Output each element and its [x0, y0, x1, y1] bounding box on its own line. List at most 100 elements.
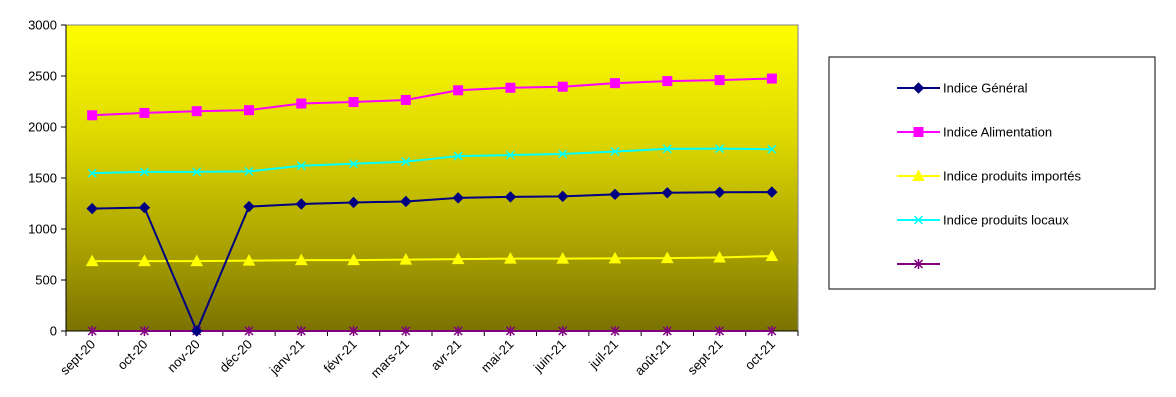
data-point	[453, 85, 464, 96]
legend-label: Indice Alimentation	[943, 125, 1052, 140]
data-point	[767, 326, 777, 336]
data-point	[139, 167, 149, 177]
legend-label: Indice Général	[943, 81, 1028, 96]
data-point	[349, 326, 359, 336]
legend: Indice Général Indice Alimentation Indice …	[828, 56, 1156, 290]
legend-marker	[913, 259, 924, 269]
series-4	[87, 326, 777, 336]
data-point	[610, 146, 620, 157]
data-point	[662, 144, 672, 154]
data-point	[348, 97, 359, 108]
x-tick-label: déc-20	[216, 337, 255, 376]
data-point	[87, 326, 97, 336]
y-tick-label: 0	[50, 324, 57, 339]
data-point	[401, 157, 411, 167]
data-point	[243, 200, 255, 213]
y-tick-label: 1500	[28, 171, 57, 186]
x-tick-label: mars-21	[368, 337, 412, 381]
legend-box	[828, 56, 1156, 290]
x-tick-label: août-21	[632, 337, 674, 379]
data-point	[662, 76, 673, 87]
data-point	[244, 105, 254, 116]
data-point	[139, 107, 150, 118]
x-tick-label: oct-21	[742, 337, 778, 373]
data-point	[87, 110, 98, 121]
x-tick-label: mai-21	[478, 337, 517, 376]
data-point	[505, 326, 515, 336]
x-tick-label: juil-21	[585, 337, 621, 373]
data-point	[713, 186, 726, 198]
data-point	[401, 326, 411, 336]
series-layer	[85, 73, 779, 337]
legend-item: Indice produits importés	[897, 169, 1082, 184]
data-point	[558, 326, 568, 336]
data-point	[244, 166, 254, 176]
y-tick-label: 2500	[28, 69, 57, 84]
x-tick-label: avr-21	[428, 337, 465, 374]
data-point	[453, 151, 463, 161]
data-point	[713, 251, 726, 263]
series-1	[87, 73, 777, 121]
data-point	[138, 201, 151, 214]
data-point	[505, 82, 516, 93]
data-point	[504, 191, 517, 203]
data-point	[138, 254, 151, 267]
y-axis: 0 500 1000 1500 2000 2500 3000	[28, 18, 67, 339]
data-point	[504, 252, 517, 264]
x-tick-label: janv-21	[266, 337, 307, 378]
data-point	[242, 254, 256, 266]
y-tick-label: 500	[35, 273, 57, 288]
data-point	[660, 251, 674, 264]
data-point	[715, 144, 725, 154]
data-point	[139, 326, 149, 336]
series-3	[87, 144, 777, 178]
data-point	[661, 187, 673, 199]
x-tick-label: sept-21	[684, 337, 725, 378]
data-point	[347, 253, 360, 266]
x-tick-label: nov-20	[164, 337, 203, 376]
legend-item: Indice produits locaux	[897, 213, 1069, 228]
legend-marker	[912, 169, 925, 181]
series-0	[86, 186, 778, 337]
y-tick-label: 3000	[28, 18, 57, 33]
legend-marker	[913, 127, 924, 137]
data-point	[608, 251, 622, 264]
data-point	[451, 252, 465, 265]
legend-item	[897, 259, 940, 269]
data-point	[452, 192, 464, 204]
data-point	[556, 252, 570, 264]
series-line	[92, 255, 772, 263]
data-point	[191, 325, 203, 337]
data-point	[349, 159, 359, 169]
x-tick-label: juin-21	[530, 337, 569, 376]
data-point	[453, 326, 463, 336]
data-point	[295, 198, 307, 210]
data-point	[609, 188, 621, 201]
legend-label: Indice produits importés	[943, 169, 1082, 184]
data-point	[87, 168, 97, 178]
data-point	[347, 196, 360, 209]
data-point	[766, 73, 777, 84]
data-point	[192, 167, 202, 177]
series-2	[85, 249, 779, 267]
data-point	[558, 149, 568, 159]
data-point	[767, 144, 777, 154]
y-tick-label: 1000	[28, 222, 57, 237]
data-point	[505, 150, 515, 160]
legend-label: Indice produits locaux	[943, 213, 1069, 228]
data-point	[715, 326, 725, 336]
data-point	[244, 326, 254, 336]
data-point	[86, 202, 98, 215]
data-point	[296, 98, 307, 109]
data-point	[190, 254, 204, 267]
data-point	[610, 78, 620, 89]
data-point	[296, 326, 306, 336]
data-point	[296, 161, 306, 171]
series-line	[92, 191, 772, 334]
legend-item: Indice Général	[897, 81, 1028, 96]
series-line	[92, 147, 772, 175]
legend-marker	[913, 215, 924, 225]
series-line	[92, 77, 772, 117]
data-point	[557, 81, 568, 92]
